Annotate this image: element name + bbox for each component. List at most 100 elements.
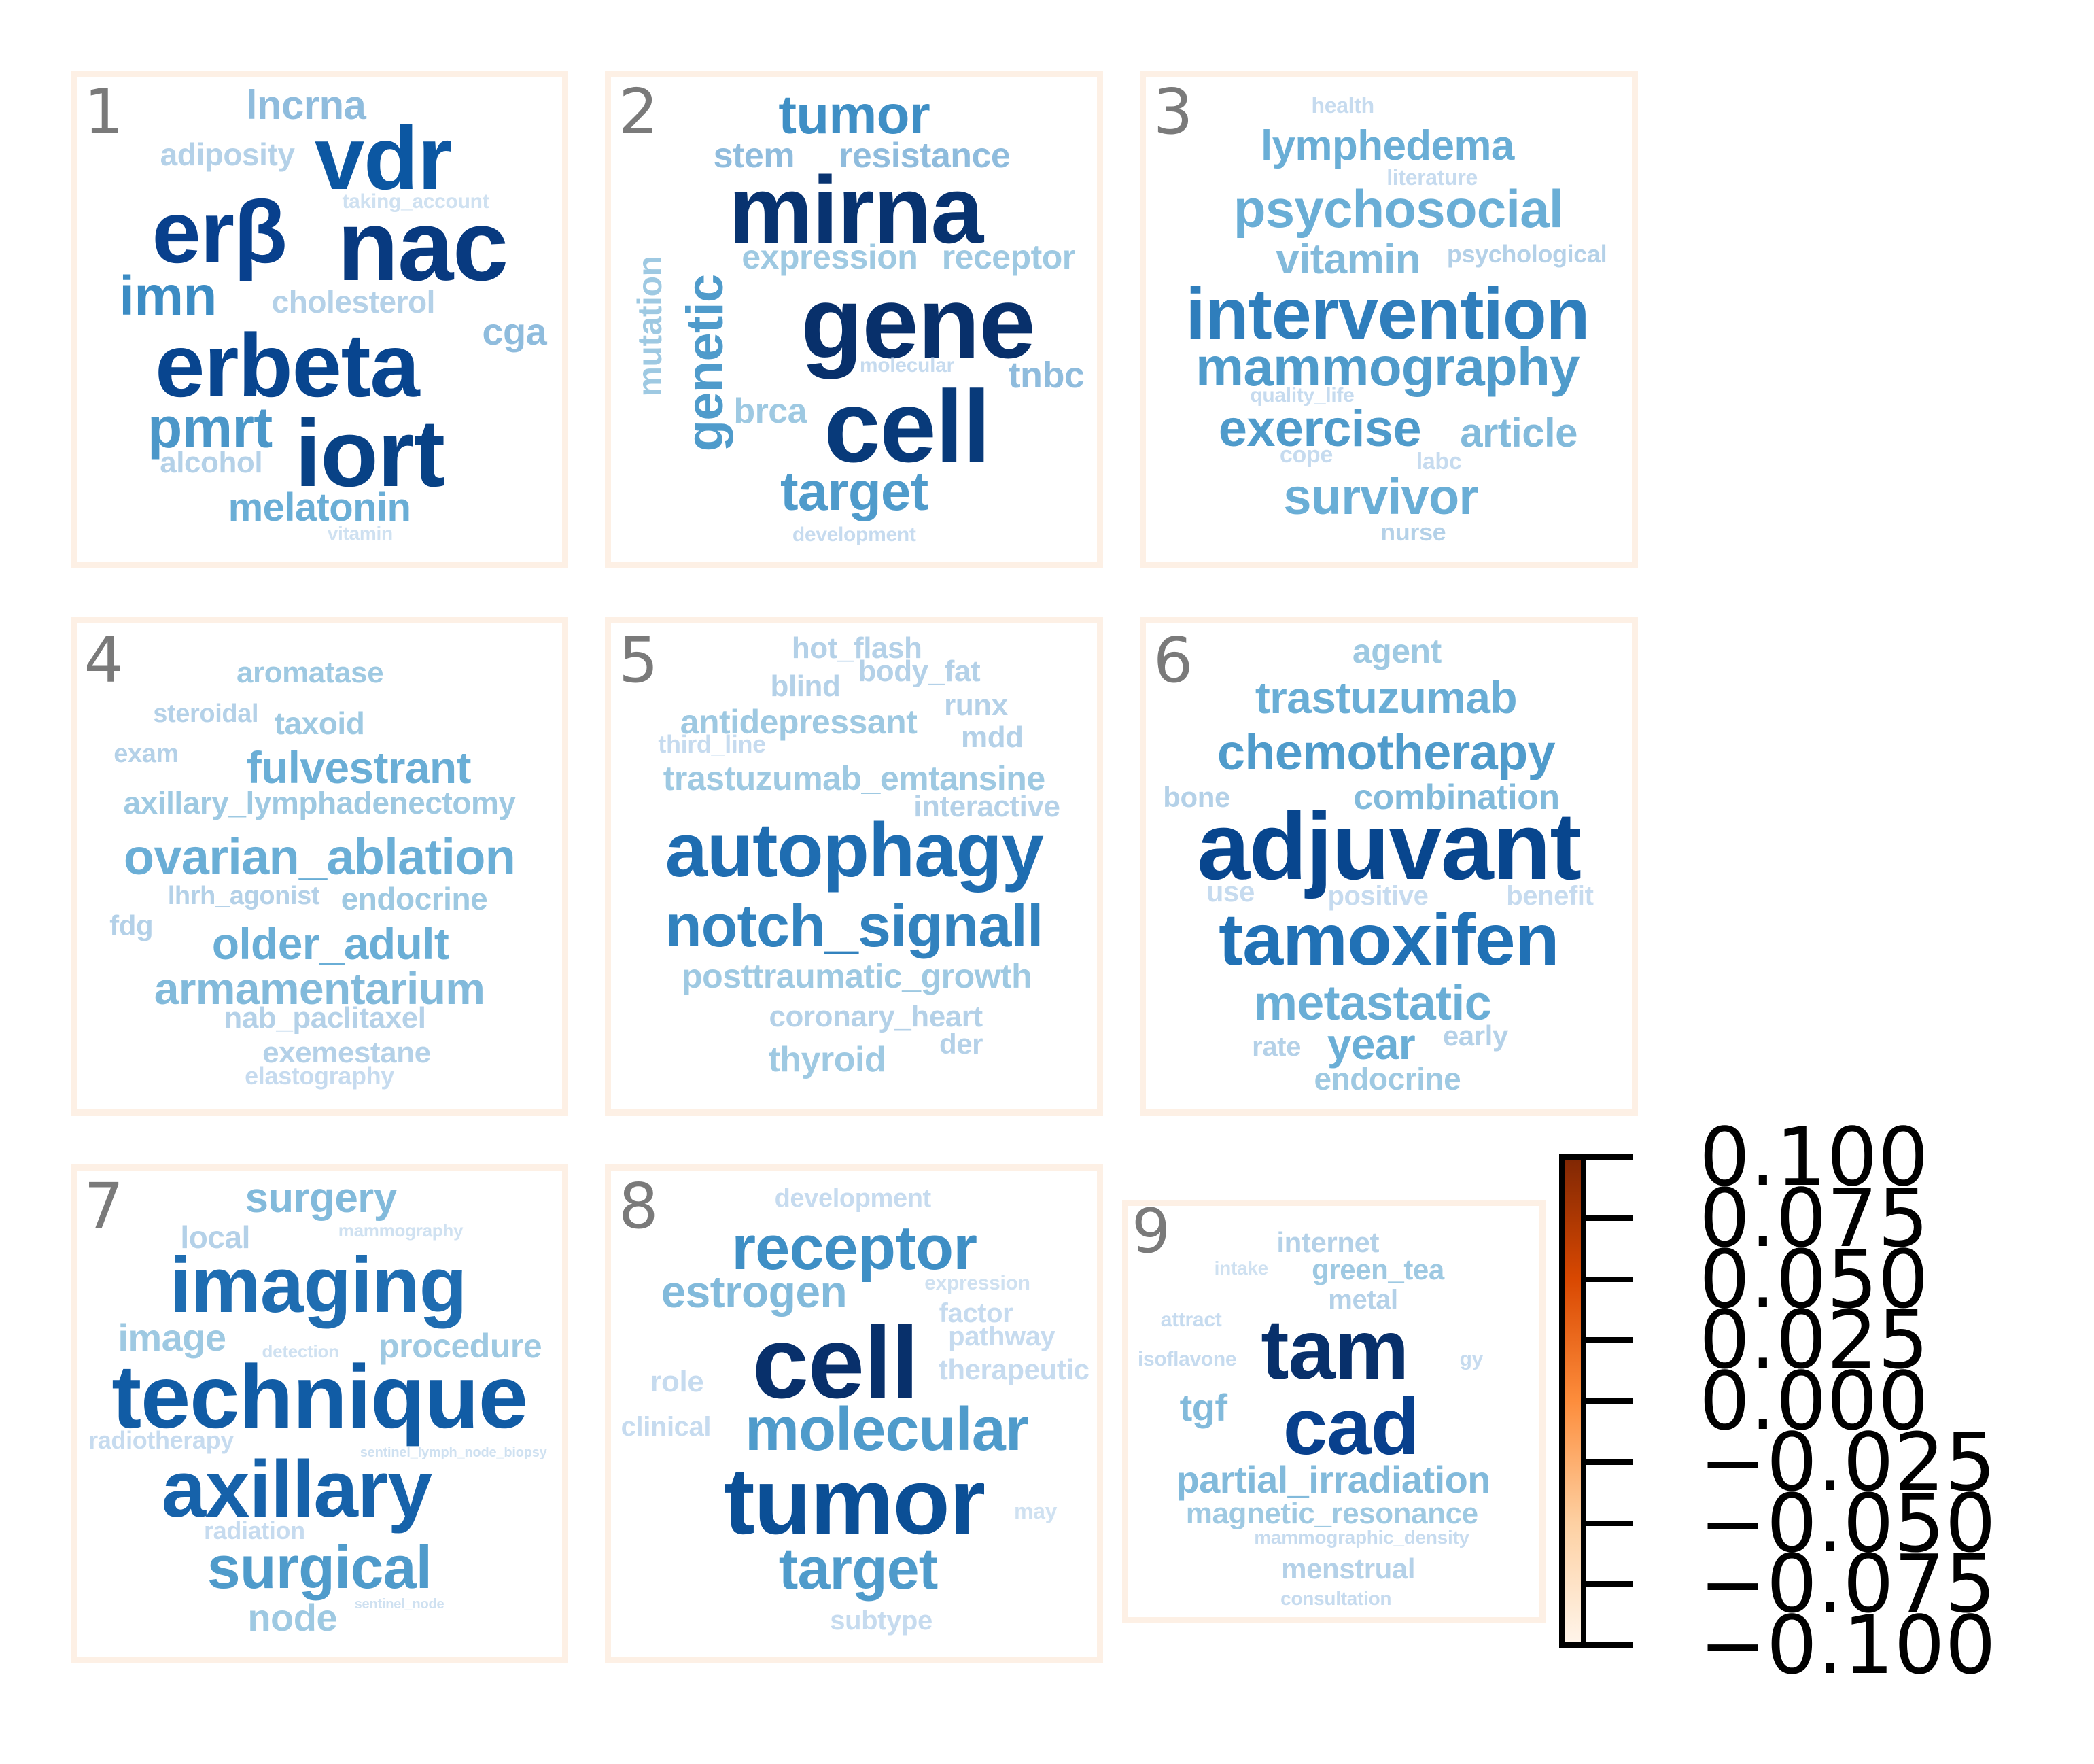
cloud-word-survivor: survivor	[1283, 468, 1478, 525]
cloud-word-mirna: mirna	[728, 156, 984, 263]
cloud-word-mdd: mdd	[961, 721, 1024, 755]
cloud-word-elastography: elastography	[245, 1062, 394, 1090]
cloud-word-gene: gene	[801, 265, 1036, 379]
cloud-word-resistance: resistance	[839, 136, 1011, 176]
cloud-word-benefit: benefit	[1506, 881, 1594, 912]
cloud-word-consultation: consultation	[1280, 1588, 1392, 1610]
cloud-word-coronary-heart: coronary_heart	[769, 999, 983, 1033]
cloud-word-labc: labc	[1416, 449, 1462, 475]
colorbar-tick-mark	[1586, 1581, 1633, 1587]
colorbar-tick-mark	[1586, 1398, 1633, 1404]
cloud-word-axillary-lymphadenectomy: axillary_lymphadenectomy	[123, 785, 516, 821]
cloud-word-radiation: radiation	[204, 1517, 305, 1545]
cloud-word-combination: combination	[1353, 778, 1560, 818]
cloud-word-radiotherapy: radiotherapy	[88, 1426, 234, 1455]
cloud-word-vdr: vdr	[314, 108, 453, 209]
cloud-word-early: early	[1442, 1019, 1508, 1052]
cloud-word-rate: rate	[1252, 1031, 1301, 1062]
cloud-word-tgf: tgf	[1179, 1386, 1227, 1430]
cloud-word-exemestane: exemestane	[262, 1036, 431, 1070]
cloud-word-tumor: tumor	[778, 84, 930, 145]
cloud-word-attract: attract	[1160, 1308, 1222, 1331]
cloud-word-imn: imn	[119, 265, 217, 328]
cloud-word-mutation: mutation	[630, 256, 669, 397]
cloud-word-technique: technique	[111, 1347, 528, 1447]
cloud-word-endocrine: endocrine	[1314, 1061, 1461, 1097]
cloud-word-detection: detection	[262, 1341, 339, 1362]
cloud-word-lhrh-agonist: lhrh_agonist	[167, 882, 320, 911]
cloud-word-cope: cope	[1279, 442, 1333, 468]
cloud-word-factor: factor	[939, 1298, 1013, 1328]
wordcloud-panel-1	[70, 70, 569, 569]
wordcloud-panel-6	[1139, 617, 1638, 1116]
cloud-word-sentinel-node: sentinel_node	[354, 1597, 444, 1612]
cloud-word-tam: tam	[1261, 1302, 1409, 1397]
cloud-word-genetic: genetic	[676, 274, 734, 452]
cloud-word-receptor: receptor	[731, 1213, 977, 1283]
cloud-word-der: der	[939, 1027, 983, 1060]
wordcloud-panel-5	[605, 617, 1104, 1116]
cloud-word-cell: cell	[752, 1304, 920, 1419]
cloud-word-internet: internet	[1276, 1226, 1380, 1259]
cloud-word-third-line: third_line	[658, 730, 766, 759]
cloud-word-pmrt: pmrt	[147, 396, 273, 460]
cloud-word-procedure: procedure	[379, 1326, 542, 1365]
cloud-word-cga: cga	[482, 309, 547, 353]
cloud-word-clinical: clinical	[621, 1412, 712, 1442]
cloud-word-gy: gy	[1459, 1347, 1484, 1370]
cloud-word-role: role	[650, 1365, 704, 1399]
cloud-word-nurse: nurse	[1380, 517, 1446, 546]
cloud-word-subtype: subtype	[830, 1605, 932, 1636]
cloud-word-notch-signall: notch_signall	[665, 892, 1044, 960]
cloud-word-fulvestrant: fulvestrant	[246, 742, 472, 793]
wordcloud-panel-9	[1122, 1199, 1546, 1623]
colorbar-tick-label: −0.025	[1699, 1415, 1996, 1509]
cloud-word-partial-irradiation: partial_irradiation	[1176, 1457, 1491, 1501]
panel-number: 6	[1153, 624, 1193, 697]
cloud-word-melatonin: melatonin	[228, 485, 411, 530]
cloud-word-autophagy: autophagy	[665, 807, 1044, 893]
colorbar-tick-label: −0.100	[1699, 1598, 1996, 1692]
cloud-word-endocrine: endocrine	[341, 881, 488, 917]
cloud-word-health: health	[1311, 93, 1374, 118]
cloud-word-vitamin: vitamin	[327, 522, 393, 544]
cloud-word-stem: stem	[713, 136, 795, 176]
cloud-word-surgery: surgery	[245, 1174, 397, 1222]
cloud-word-exercise: exercise	[1218, 400, 1422, 458]
wordcloud-panel-3	[1139, 70, 1638, 569]
cloud-word-steroidal: steroidal	[153, 699, 259, 728]
cloud-word-may: may	[1014, 1498, 1058, 1523]
cloud-word-interactive: interactive	[913, 789, 1060, 823]
cloud-word-green-tea: green_tea	[1312, 1253, 1444, 1286]
cloud-word-receptor: receptor	[941, 238, 1076, 277]
colorbar-tick-mark	[1586, 1154, 1633, 1160]
cloud-word-nac: nac	[337, 190, 508, 302]
cloud-word-bone: bone	[1163, 781, 1230, 814]
cloud-word-blind: blind	[770, 669, 841, 703]
cloud-word-literature: literature	[1386, 165, 1478, 190]
cloud-word-target: target	[778, 1536, 939, 1602]
cloud-word-quality-life: quality_life	[1250, 383, 1355, 407]
colorbar-tick-mark	[1586, 1642, 1633, 1648]
cloud-word-cholesterol: cholesterol	[271, 284, 436, 320]
cloud-word-intake: intake	[1214, 1258, 1269, 1279]
cloud-word-development: development	[792, 523, 916, 546]
cloud-word-imaging: imaging	[169, 1241, 468, 1330]
cloud-word-molecular: molecular	[859, 353, 954, 377]
cloud-word-image: image	[118, 1315, 226, 1359]
cloud-word-molecular: molecular	[744, 1396, 1029, 1464]
colorbar-tick-mark	[1586, 1276, 1633, 1282]
cloud-word-intervention: intervention	[1185, 274, 1590, 355]
cloud-word-cell: cell	[824, 369, 991, 484]
colorbar-tick-label: 0.050	[1699, 1232, 1929, 1326]
cloud-word-trastuzumab: trastuzumab	[1255, 672, 1518, 723]
cloud-word-expression: expression	[741, 238, 918, 277]
cloud-word-posttraumatic-growth: posttraumatic_growth	[682, 956, 1032, 995]
colorbar-tick-mark	[1586, 1459, 1633, 1465]
cloud-word-isoflavone: isoflavone	[1137, 1347, 1237, 1370]
colorbar-tick-label: −0.075	[1699, 1537, 1996, 1631]
cloud-word-lymphedema: lymphedema	[1260, 122, 1514, 170]
cloud-word-antidepressant: antidepressant	[680, 702, 918, 741]
cloud-word-thyroid: thyroid	[768, 1040, 886, 1080]
cloud-word-use: use	[1206, 876, 1255, 908]
